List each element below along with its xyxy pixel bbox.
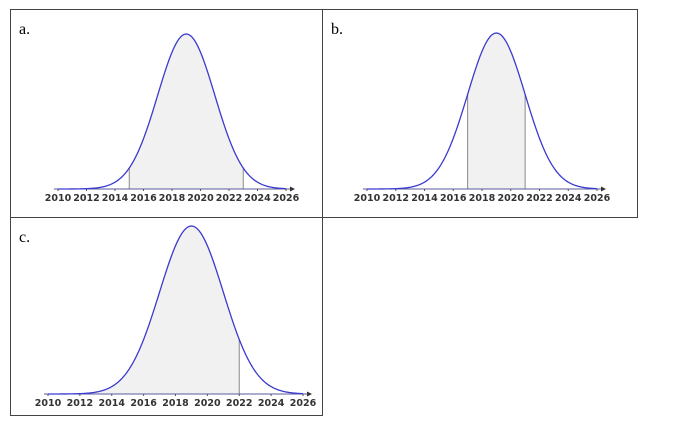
x-tick-label: 2022 (226, 398, 252, 409)
x-tick-label: 2016 (130, 398, 157, 409)
x-tick-label: 2010 (354, 193, 381, 204)
panel-label: b. (331, 21, 343, 38)
x-tick-label: 2020 (498, 193, 525, 204)
panel-label: c. (19, 229, 30, 246)
x-tick-label: 2020 (194, 398, 221, 409)
x-tick-label: 2016 (440, 193, 467, 204)
x-tick-label: 2016 (130, 193, 157, 204)
panel-border (322, 9, 638, 218)
x-tick-label: 2022 (526, 193, 552, 204)
shaded-area (129, 34, 244, 189)
x-tick-label: 2024 (244, 193, 271, 204)
x-tick-label: 2024 (258, 398, 285, 409)
x-tick-label: 2018 (162, 398, 189, 409)
axis-arrow (290, 186, 295, 192)
shaded-area (467, 33, 526, 189)
x-tick-label: 2014 (411, 193, 438, 204)
normal-curve (58, 33, 287, 190)
x-tick-label: 2026 (584, 193, 611, 204)
x-tick-label: 2022 (216, 193, 242, 204)
x-tick-label: 2020 (187, 193, 214, 204)
x-tick-label: 2024 (555, 193, 582, 204)
shaded-area (48, 226, 240, 394)
x-tick-label: 2018 (469, 193, 496, 204)
x-tick-label: 2010 (35, 398, 62, 409)
x-tick-label: 2012 (383, 193, 409, 204)
axis-arrow (307, 391, 312, 397)
x-tick-label: 2014 (102, 193, 129, 204)
x-tick-label: 2026 (273, 193, 300, 204)
x-tick-label: 2012 (67, 398, 93, 409)
axis-arrow (601, 186, 606, 192)
panel-border (10, 217, 323, 416)
x-tick-label: 2012 (73, 193, 99, 204)
panel-label: a. (19, 21, 30, 38)
normal-curve (367, 32, 598, 190)
x-tick-label: 2018 (159, 193, 186, 204)
x-tick-label: 2014 (99, 398, 126, 409)
normal-curve (48, 225, 304, 395)
x-tick-label: 2010 (45, 193, 72, 204)
x-tick-label: 2026 (290, 398, 317, 409)
